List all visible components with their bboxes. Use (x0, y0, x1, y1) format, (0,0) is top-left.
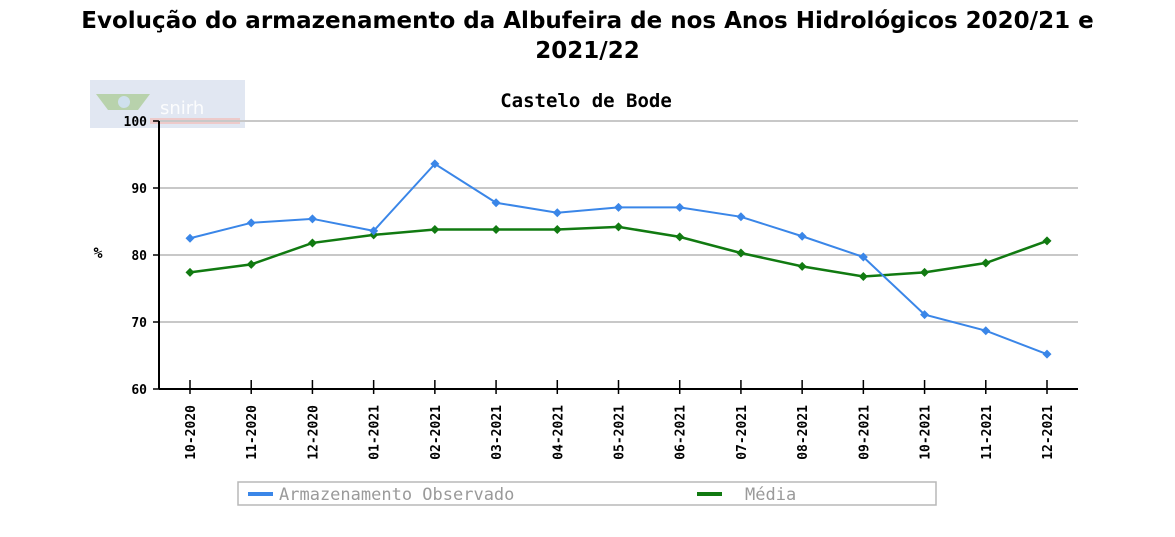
point-observed (920, 310, 930, 320)
gridlines (159, 120, 1078, 323)
x-tick-label: 10-2020 (184, 405, 199, 460)
point-observed (430, 159, 440, 169)
point-average (981, 258, 991, 268)
point-observed (675, 202, 685, 212)
x-tick-label: 05-2021 (613, 405, 628, 460)
point-observed (307, 214, 317, 224)
y-tick-label: 100 (124, 115, 148, 130)
axes (153, 120, 1078, 394)
x-tick-label: 10-2021 (919, 405, 934, 460)
point-observed (736, 212, 746, 222)
x-tick-label: 12-2020 (306, 405, 321, 460)
x-tick-label: 04-2021 (551, 405, 566, 460)
y-tick-labels: 60 70 80 90 100 (124, 115, 148, 398)
y-tick-label: 70 (131, 316, 147, 331)
x-tick-label: 11-2020 (245, 405, 260, 460)
point-average (491, 225, 501, 235)
x-tick-label: 02-2021 (429, 405, 444, 460)
x-tick-label: 03-2021 (490, 405, 505, 460)
point-average (920, 267, 930, 277)
point-average (246, 259, 256, 269)
point-average (185, 267, 195, 277)
series-line-average (189, 225, 1048, 278)
y-tick-label: 80 (131, 249, 147, 264)
chart-title: Castelo de Bode (500, 90, 672, 112)
point-average (675, 232, 685, 242)
x-tick-labels: 10-2020 11-2020 12-2020 01-2021 02-2021 03-20… (184, 405, 1056, 460)
point-observed (858, 252, 868, 262)
y-axis-label: % (93, 244, 102, 262)
x-tick-label: 06-2021 (674, 405, 689, 460)
series-layer (185, 159, 1052, 359)
x-tick-label: 12-2021 (1041, 405, 1056, 460)
point-average (736, 248, 746, 258)
x-tick-label: 11-2021 (980, 405, 995, 460)
legend-label-average: Média (745, 485, 796, 505)
legend-label-observed: Armazenamento Observado (279, 485, 514, 505)
point-observed (1042, 349, 1052, 359)
x-tick-label: 08-2021 (796, 405, 811, 460)
point-average (1042, 236, 1052, 246)
y-tick-label: 60 (131, 383, 147, 398)
point-observed (491, 198, 501, 208)
point-average (307, 238, 317, 248)
x-tick-label: 01-2021 (368, 405, 383, 460)
point-observed (614, 202, 623, 212)
legend: Armazenamento Observado Média (237, 481, 937, 506)
page-title: Evolução do armazenamento da Albufeira d… (0, 6, 1175, 66)
x-tick-label: 07-2021 (735, 405, 750, 460)
point-observed (246, 218, 256, 228)
point-average (430, 225, 440, 235)
x-tick-label: 09-2021 (857, 405, 872, 460)
point-average (552, 225, 562, 235)
point-observed (797, 231, 807, 241)
y-tick-label: 90 (131, 182, 147, 197)
point-observed (185, 233, 195, 243)
point-observed (552, 208, 562, 218)
page-title-line1: Evolução do armazenamento da Albufeira d… (81, 8, 1094, 34)
point-observed (981, 326, 991, 336)
series-line-observed (189, 162, 1048, 356)
page-title-line2: 2021/22 (535, 38, 640, 64)
point-average (797, 261, 807, 271)
point-observed (369, 226, 379, 236)
svg-text:snirh: snirh (160, 98, 204, 119)
point-average (858, 271, 868, 281)
point-average (614, 222, 623, 232)
